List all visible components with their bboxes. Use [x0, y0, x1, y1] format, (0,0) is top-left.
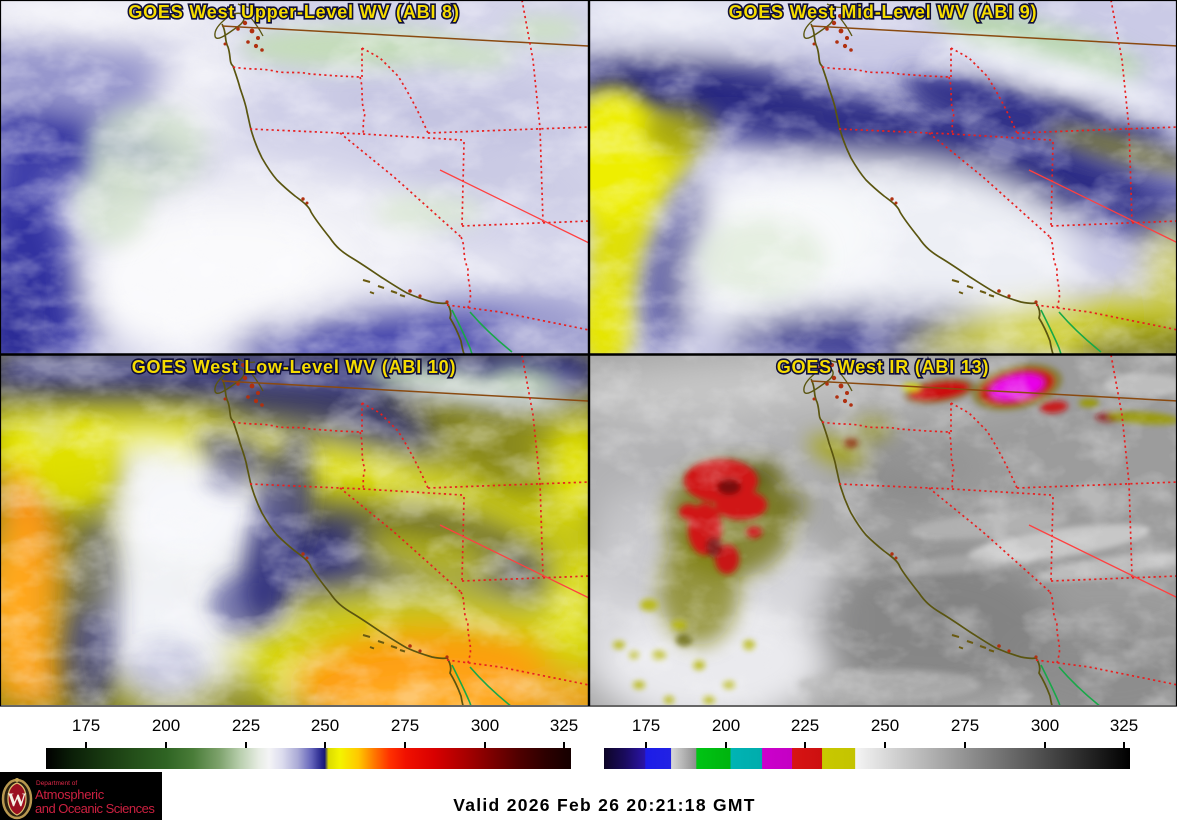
svg-text:Department of: Department of [36, 780, 77, 787]
svg-text:GOES West Mid-Level WV (ABI 9): GOES West Mid-Level WV (ABI 9) [729, 2, 1038, 22]
svg-text:GOES West IR (ABI 13): GOES West IR (ABI 13) [777, 357, 990, 377]
svg-text:GOES West Upper-Level WV (ABI: GOES West Upper-Level WV (ABI 8) [128, 2, 459, 22]
svg-text:W: W [8, 790, 27, 811]
svg-text:GOES West Low-Level WV (ABI 10: GOES West Low-Level WV (ABI 10) [132, 357, 457, 377]
svg-text:Atmospheric: Atmospheric [35, 787, 105, 802]
svg-text:and Oceanic Sciences: and Oceanic Sciences [35, 801, 155, 816]
